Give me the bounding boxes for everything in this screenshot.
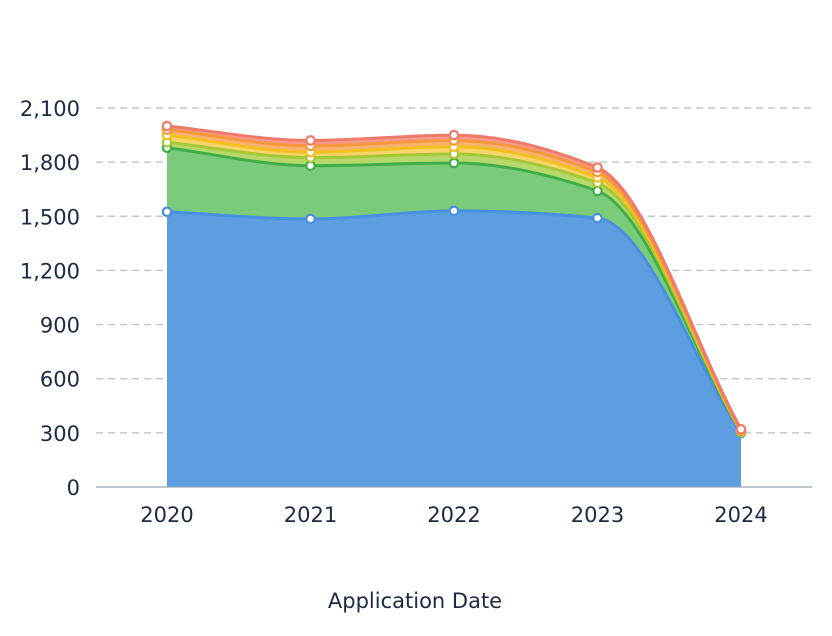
y-tick-label-1: 300	[40, 422, 80, 446]
x-tick-label-3: 2023	[571, 503, 624, 527]
y-tick-label-0: 0	[67, 476, 80, 500]
point-series-5-2[interactable]	[450, 131, 458, 139]
area-fills	[167, 126, 741, 487]
y-tick-labels: 0 300 600 900 1,200 1,500 1,800 2,100	[20, 97, 80, 500]
y-tick-label-5: 1,500	[20, 205, 80, 229]
x-tick-label-1: 2021	[284, 503, 337, 527]
x-tick-label-4: 2024	[714, 503, 767, 527]
point-series-0-3[interactable]	[593, 214, 601, 222]
point-series-0-2[interactable]	[450, 207, 458, 215]
y-tick-label-7: 2,100	[20, 97, 80, 121]
x-axis-title: Application Date	[328, 589, 502, 613]
point-series-5-0[interactable]	[163, 122, 171, 130]
x-tick-label-0: 2020	[140, 503, 193, 527]
point-series-5-4[interactable]	[737, 425, 745, 433]
y-tick-label-4: 1,200	[20, 259, 80, 283]
chart-canvas: 03006009001,2001,5001,8002,100 202020212…	[0, 0, 832, 636]
point-series-1-2[interactable]	[450, 159, 458, 167]
x-tick-labels: 2020 2021 2022 2023 2024	[140, 503, 767, 527]
y-tick-label-2: 600	[40, 368, 80, 392]
point-series-0-1[interactable]	[306, 215, 314, 223]
stacked-area-chart: 03006009001,2001,5001,8002,100 202020212…	[0, 0, 832, 636]
y-tick-label-6: 1,800	[20, 151, 80, 175]
point-series-5-1[interactable]	[306, 136, 314, 144]
point-series-5-3[interactable]	[593, 163, 601, 171]
x-tick-label-2: 2022	[427, 503, 480, 527]
point-series-0-0[interactable]	[163, 208, 171, 216]
y-tick-label-3: 900	[40, 314, 80, 338]
